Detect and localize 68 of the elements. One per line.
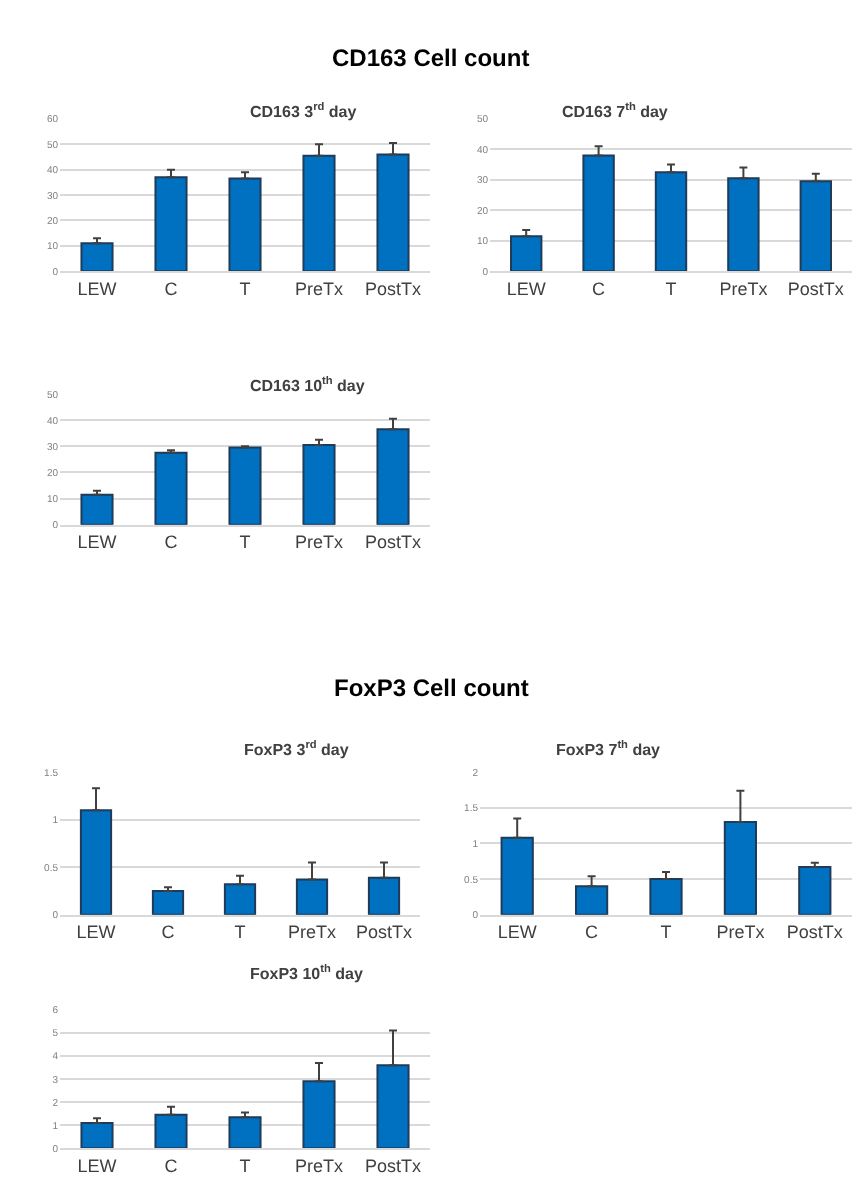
x-tick-label: PostTx	[787, 278, 845, 299]
x-tick-label: PostTx	[364, 532, 422, 553]
text: CD163 Cell count	[332, 44, 530, 72]
x-tick-label: LEW	[76, 922, 117, 943]
bar	[302, 443, 336, 525]
bar	[295, 878, 329, 915]
x-tick-label: PreTx	[287, 922, 337, 943]
bar	[654, 171, 688, 272]
bar	[228, 446, 262, 525]
x-tick-label: T	[239, 278, 252, 299]
bar	[799, 180, 832, 272]
chart-title: FoxP3 10$^{th}$ day	[250, 962, 364, 983]
x-tick-label: PreTx	[294, 1155, 344, 1176]
x-tick-label: PostTx	[364, 1155, 422, 1176]
chart-title: FoxP3 3$^{rd}$ day	[244, 738, 350, 759]
x-tick-label: T	[239, 1155, 252, 1176]
bar	[80, 242, 114, 272]
bar	[649, 878, 683, 915]
x-tick-label: LEW	[77, 278, 118, 299]
x-tick-label: LEW	[77, 532, 118, 553]
x-tick-label: PreTx	[294, 278, 344, 299]
bar	[154, 176, 188, 272]
x-tick-label: LEW	[497, 922, 538, 943]
bar	[582, 154, 615, 272]
x-tick-label: LEW	[506, 278, 547, 299]
bar	[723, 821, 758, 915]
x-tick-label: LEW	[77, 1155, 118, 1176]
x-tick-label: PreTx	[716, 922, 766, 943]
x-tick-label: PreTx	[294, 532, 344, 553]
bar	[228, 177, 262, 272]
bar	[376, 1064, 410, 1149]
x-tick-label: C	[161, 922, 176, 943]
x-tick-label: T	[660, 922, 673, 943]
bar	[228, 1116, 262, 1149]
bar	[302, 154, 336, 272]
x-tick-label: PostTx	[786, 922, 844, 943]
bar	[302, 1080, 336, 1149]
bar	[376, 428, 410, 525]
x-tick-label: C	[164, 278, 179, 299]
x-tick-label: T	[665, 278, 678, 299]
x-tick-label: T	[234, 922, 247, 943]
chart-title: CD163 7$^{th}$ day	[562, 100, 669, 121]
bar	[151, 889, 185, 915]
x-tick-label: PostTx	[364, 278, 422, 299]
bar	[376, 153, 410, 272]
x-tick-label: PreTx	[719, 278, 769, 299]
bar	[798, 865, 832, 915]
bar	[510, 235, 543, 272]
x-tick-label: C	[164, 532, 179, 553]
x-tick-label: C	[585, 922, 600, 943]
x-tick-label: T	[239, 532, 252, 553]
bar	[223, 883, 257, 915]
x-tick-label: PostTx	[355, 922, 413, 943]
x-tick-label: C	[592, 278, 607, 299]
chart-title: FoxP3 7$^{th}$ day	[556, 738, 662, 759]
x-tick-label: C	[164, 1155, 179, 1176]
bar	[154, 451, 188, 525]
chart-title: CD163 3$^{rd}$ day	[250, 100, 358, 121]
text: FoxP3 Cell count	[334, 674, 529, 702]
bar	[367, 876, 401, 915]
bar	[80, 1121, 114, 1149]
bar	[154, 1113, 188, 1149]
chart-title: CD163 10$^{th}$ day	[250, 374, 366, 395]
bar	[500, 836, 534, 915]
bar	[80, 493, 114, 525]
bar	[79, 809, 113, 915]
bar	[727, 177, 760, 272]
bar	[574, 885, 609, 915]
